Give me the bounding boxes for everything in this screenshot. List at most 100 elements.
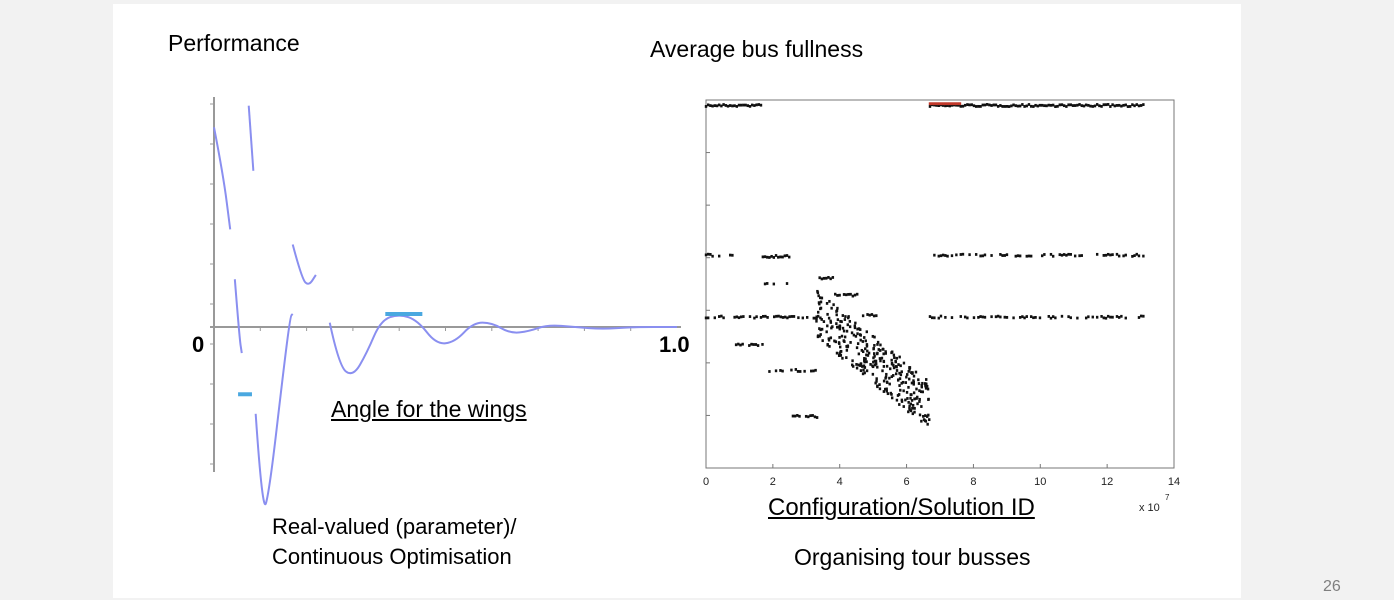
scatter-point — [864, 347, 867, 351]
scatter-point — [889, 367, 892, 371]
scatter-point — [926, 387, 930, 391]
scatter-point — [704, 105, 708, 108]
scatter-point — [895, 369, 899, 372]
scatter-point — [788, 255, 791, 259]
scatter-point — [1126, 105, 1130, 108]
scatter-point — [748, 344, 751, 347]
scatter-point — [861, 340, 865, 343]
scatter-point — [912, 382, 915, 386]
scatter-point — [990, 254, 993, 257]
scatter-point — [856, 292, 859, 296]
performance-curve-segment — [233, 279, 243, 354]
scatter-point — [1135, 252, 1138, 256]
scatter-point — [742, 103, 745, 107]
scatter-point — [926, 422, 929, 426]
scatter-point — [928, 418, 931, 422]
scatter-point — [1137, 254, 1141, 258]
scatter-point — [1109, 315, 1112, 319]
scatter-point — [908, 404, 911, 408]
scatter-point — [908, 377, 911, 381]
scatter-point — [876, 351, 879, 355]
scatter-point — [797, 316, 800, 320]
scatter-point — [876, 384, 879, 388]
scatter-point — [861, 372, 865, 376]
scatter-point — [818, 296, 822, 300]
scatter-point — [837, 325, 840, 329]
scatter-point — [1036, 104, 1039, 108]
scatter-point — [766, 282, 769, 285]
scatter-point — [900, 370, 903, 374]
scatter-point — [1128, 105, 1132, 108]
scatter-point — [961, 104, 965, 108]
scatter-point — [1016, 104, 1020, 108]
left-x-max-label: 1.0 — [659, 332, 690, 357]
scatter-point — [851, 294, 855, 298]
scatter-point — [952, 102, 956, 106]
scatter-point — [974, 253, 978, 256]
scatter-point — [895, 365, 898, 369]
scatter-point — [1003, 315, 1006, 319]
right-x-tick-label: 12 — [1101, 476, 1113, 488]
scatter-point — [711, 254, 714, 258]
scatter-point — [818, 327, 821, 331]
scatter-point — [852, 333, 856, 337]
scatter-point — [879, 349, 882, 352]
angle-axis-label: Angle for the wings — [331, 396, 527, 422]
scatter-point — [707, 316, 710, 320]
scatter-point — [783, 254, 787, 258]
scatter-point — [1098, 104, 1101, 108]
scatter-point — [815, 315, 818, 319]
scatter-point — [896, 394, 900, 397]
scatter-point — [753, 316, 756, 320]
scatter-point — [864, 357, 867, 361]
scatter-point — [791, 414, 795, 418]
scatter-point — [915, 387, 918, 391]
scatter-point — [1067, 103, 1070, 107]
scatter-point — [809, 414, 812, 418]
scatter-point — [807, 415, 810, 419]
scatter-point — [748, 104, 752, 108]
scatter-point — [948, 104, 951, 108]
scatter-point — [851, 364, 855, 368]
scatter-point — [873, 359, 876, 363]
scatter-point — [968, 103, 971, 107]
scatter-point — [914, 370, 918, 374]
scatter-point — [827, 338, 831, 342]
scatter-point — [930, 316, 934, 320]
scatter-point — [1142, 103, 1145, 106]
scatter-point — [849, 292, 852, 296]
scatter-point — [994, 315, 998, 319]
scatter-point — [899, 373, 903, 377]
scatter-point — [905, 375, 908, 379]
scatter-point — [741, 342, 744, 346]
right-x-tick-label: 14 — [1168, 476, 1180, 488]
scatter-point — [871, 372, 875, 376]
scatter-point — [755, 103, 758, 107]
scatter-point — [1067, 252, 1070, 256]
scatter-point — [750, 342, 753, 346]
scatter-point — [810, 369, 813, 373]
scatter-point — [1142, 314, 1145, 318]
scatter-point — [966, 316, 969, 320]
scatter-point — [1054, 105, 1057, 109]
scatter-point — [928, 102, 932, 106]
scatter-point — [897, 363, 900, 366]
scatter-point — [784, 315, 787, 319]
scatter-point — [972, 104, 976, 108]
scatter-point — [1095, 252, 1099, 256]
scatter-point — [911, 403, 915, 407]
scatter-point — [1080, 104, 1083, 108]
scatter-point — [844, 315, 847, 318]
scatter-point — [704, 253, 708, 257]
scatter-point — [762, 314, 765, 318]
scatter-point — [988, 103, 991, 107]
scatter-point — [859, 364, 862, 367]
scatter-point — [1069, 103, 1072, 107]
scatter-point — [884, 376, 887, 380]
scatter-point — [907, 410, 910, 414]
scatter-point — [909, 396, 912, 400]
scatter-point — [1045, 104, 1048, 108]
scatter-point — [972, 316, 976, 320]
scatter-point — [934, 102, 938, 106]
scatter-point — [1010, 104, 1013, 108]
